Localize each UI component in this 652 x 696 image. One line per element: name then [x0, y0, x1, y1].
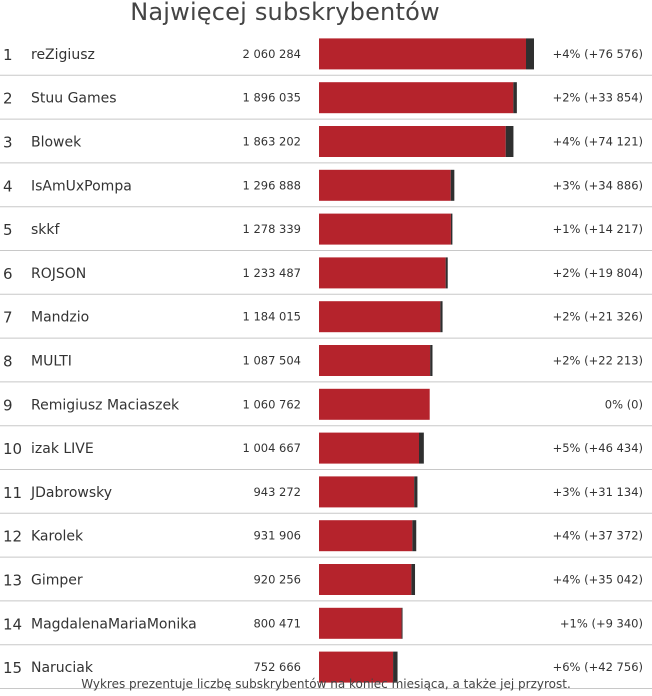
subscriber-count-label: 752 666: [253, 660, 301, 674]
subscriber-bar: [319, 345, 431, 376]
rank-label: 10: [3, 440, 22, 458]
growth-change-label: +4% (+35 042): [553, 573, 643, 587]
subscriber-count-label: 1 004 667: [242, 441, 301, 455]
subscriber-count-label: 1 087 504: [242, 354, 301, 368]
growth-change-label: +2% (+19 804): [553, 266, 643, 280]
subscriber-count-label: 1 184 015: [242, 310, 301, 324]
chart-title: Najwięcej subskrybentów: [130, 0, 440, 26]
rank-label: 13: [3, 572, 22, 590]
subscriber-bar: [319, 169, 451, 201]
subscriber-count-label: 931 906: [253, 529, 301, 543]
growth-bar: [505, 126, 514, 157]
subscriber-count-label: 1 060 762: [242, 397, 301, 411]
subscriber-bar: [319, 38, 527, 70]
growth-bar: [414, 476, 418, 508]
rank-label: 8: [3, 353, 13, 371]
channel-name-label: skkf: [31, 222, 61, 238]
subscriber-bar: [319, 564, 412, 595]
subscriber-bar: [319, 432, 419, 464]
channel-name-label: Naruciak: [31, 660, 94, 676]
subscriber-count-label: 2 060 284: [242, 47, 301, 61]
channel-name-label: ROJSON: [31, 266, 86, 282]
growth-change-label: +6% (+42 756): [553, 660, 643, 674]
growth-change-label: +2% (+33 854): [553, 91, 643, 105]
rank-label: 14: [3, 615, 22, 633]
subscriber-bar: [319, 82, 514, 114]
subscriber-count-label: 1 278 339: [242, 222, 301, 236]
rank-label: 9: [3, 396, 13, 414]
chart-footnote: Wykres prezentuje liczbę subskrybentów n…: [81, 677, 571, 691]
growth-change-label: +5% (+46 434): [553, 441, 643, 455]
rank-label: 1: [3, 46, 13, 64]
subscriber-count-label: 1 233 487: [242, 266, 301, 280]
rank-label: 6: [3, 265, 13, 283]
subscriber-bar: [319, 126, 506, 157]
growth-change-label: +4% (+37 372): [553, 529, 643, 543]
growth-bar: [412, 520, 417, 552]
rank-label: 4: [3, 177, 13, 195]
growth-bar: [401, 607, 403, 639]
subscriber-bar: [319, 213, 451, 245]
channel-name-label: Blowek: [31, 135, 82, 151]
growth-bar: [430, 345, 433, 376]
channel-name-label: Remigiusz Maciaszek: [31, 397, 180, 413]
subscriber-count-label: 920 256: [253, 573, 301, 587]
subscriber-bar: [319, 520, 413, 552]
growth-bar: [411, 564, 416, 595]
growth-bar: [450, 169, 455, 201]
subscriber-bar: [319, 476, 415, 508]
channel-name-label: MagdalenaMariaMonika: [31, 616, 197, 632]
rank-label: 11: [3, 484, 22, 502]
growth-change-label: +1% (+9 340): [560, 616, 643, 630]
channel-name-label: MULTI: [31, 354, 72, 370]
rank-label: 2: [3, 90, 13, 108]
rank-label: 3: [3, 134, 13, 152]
growth-change-label: +2% (+22 213): [553, 354, 643, 368]
growth-bar: [440, 301, 443, 333]
subscriber-count-label: 1 863 202: [242, 135, 301, 149]
growth-change-label: 0% (0): [605, 397, 643, 411]
channel-name-label: Karolek: [31, 529, 84, 545]
subscriber-bar: [319, 257, 446, 289]
subscriber-count-label: 800 471: [253, 616, 301, 630]
growth-change-label: +2% (+21 326): [553, 310, 643, 324]
channel-name-label: JDabrowsky: [30, 485, 112, 501]
rank-label: 5: [3, 221, 13, 239]
subscriber-count-label: 943 272: [253, 485, 301, 499]
growth-change-label: +3% (+31 134): [553, 485, 643, 499]
channel-name-label: Mandzio: [31, 310, 89, 326]
growth-change-label: +4% (+74 121): [553, 135, 643, 149]
growth-bar: [526, 38, 534, 70]
growth-change-label: +1% (+14 217): [553, 222, 643, 236]
subscriber-count-label: 1 896 035: [242, 91, 301, 105]
growth-bar: [513, 82, 517, 114]
growth-bar: [450, 213, 453, 245]
rank-label: 12: [3, 528, 22, 546]
subscriber-bar: [319, 388, 430, 420]
channel-name-label: Gimper: [31, 573, 83, 589]
channel-name-label: Stuu Games: [31, 91, 117, 107]
subscriber-bar: [319, 607, 402, 639]
growth-bar: [445, 257, 448, 289]
growth-change-label: +3% (+34 886): [553, 178, 643, 192]
subscriber-count-label: 1 296 888: [242, 178, 301, 192]
rank-label: 15: [3, 659, 22, 677]
channel-name-label: IsAmUxPompa: [31, 178, 132, 194]
subscriber-bar: [319, 301, 441, 333]
growth-bar: [393, 651, 398, 683]
growth-change-label: +4% (+76 576): [553, 47, 643, 61]
rank-label: 7: [3, 309, 13, 327]
channel-name-label: izak LIVE: [31, 441, 94, 457]
subscriber-bar: [319, 651, 394, 683]
channel-name-label: reZigiusz: [31, 47, 95, 63]
growth-bar: [418, 432, 424, 464]
